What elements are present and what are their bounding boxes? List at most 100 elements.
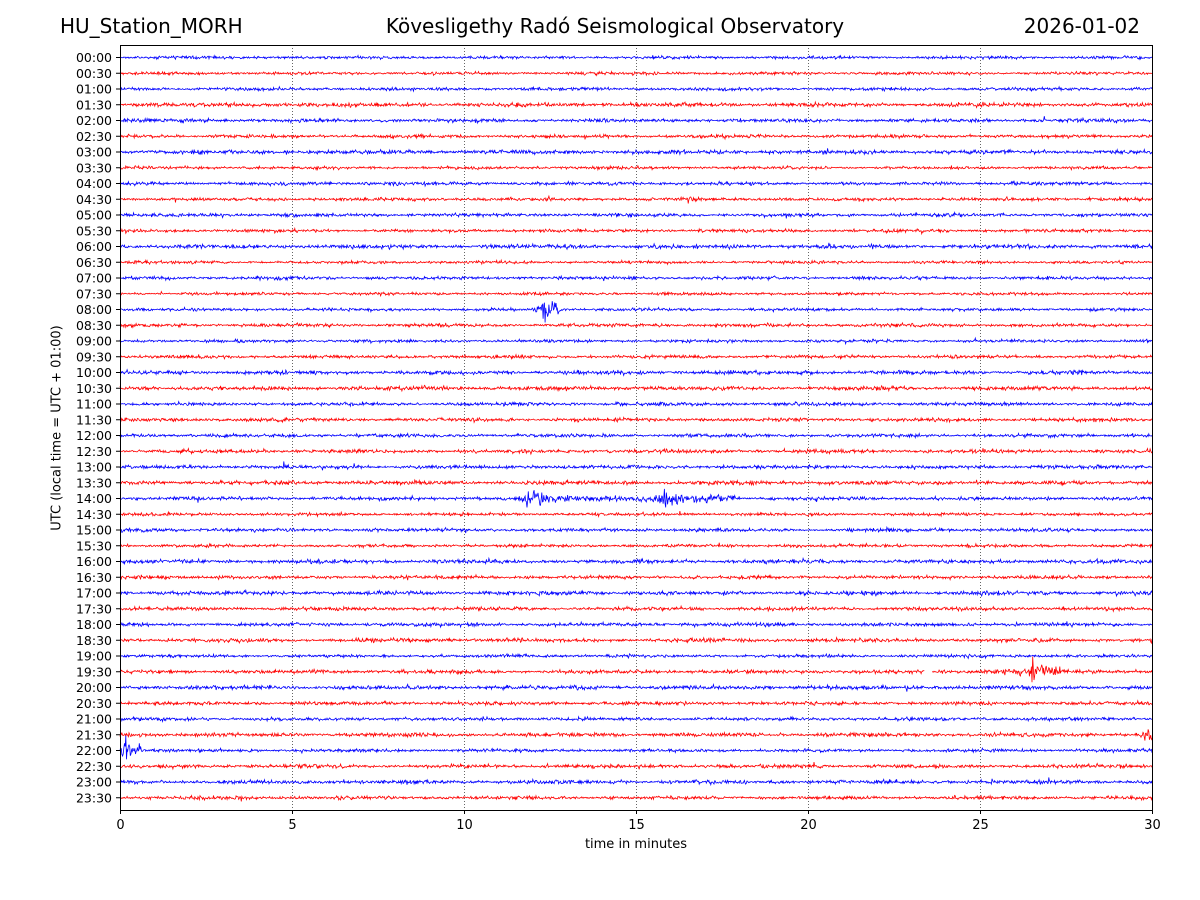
- trace-0100: [119, 85, 1153, 93]
- trace-1000: [119, 368, 1153, 377]
- trace-0830: [119, 321, 1153, 329]
- x-tick-label: 10: [456, 818, 473, 833]
- x-axis-label: time in minutes: [584, 837, 688, 852]
- trace-0600: [119, 242, 1153, 251]
- trace-0930: [119, 353, 1153, 361]
- y-tick-label: 02:00: [76, 113, 112, 128]
- trace-2030: [119, 699, 1153, 707]
- y-tick-label: 12:30: [76, 444, 112, 459]
- y-tick-label: 20:30: [76, 696, 112, 711]
- trace-1800: [119, 620, 1153, 629]
- y-tick-label: 06:30: [76, 255, 112, 270]
- y-tick-label: 13:00: [76, 460, 112, 475]
- y-axis-ticks: 00:0000:3001:0001:3002:0002:3003:0003:30…: [76, 50, 120, 805]
- y-tick-label: 16:30: [76, 570, 112, 585]
- trace-0730: [120, 290, 1153, 298]
- y-tick-label: 01:30: [76, 97, 112, 112]
- y-tick-label: 03:00: [76, 145, 112, 160]
- y-tick-label: 13:30: [76, 475, 112, 490]
- y-tick-label: 04:30: [76, 192, 112, 207]
- trace-0530: [119, 226, 1153, 236]
- y-tick-label: 01:00: [76, 82, 112, 97]
- trace-0000: [119, 54, 1153, 61]
- trace-1530: [119, 542, 1153, 550]
- trace-1100: [119, 400, 1153, 408]
- trace-1330: [119, 478, 1153, 487]
- plot-frame: [120, 45, 1153, 811]
- plot-date: 2026-01-02: [1023, 14, 1140, 38]
- y-tick-label: 23:00: [76, 775, 112, 790]
- trace-0900: [119, 336, 1153, 346]
- y-tick-label: 16:00: [76, 554, 112, 569]
- trace-1730: [119, 604, 1153, 613]
- y-tick-label: 14:30: [76, 507, 112, 522]
- x-tick-label: 15: [628, 818, 645, 833]
- x-tick-label: 20: [800, 818, 817, 833]
- y-tick-label: 21:00: [76, 712, 112, 727]
- x-tick-label: 25: [972, 818, 989, 833]
- y-tick-label: 00:00: [76, 50, 112, 65]
- trace-1130: [119, 416, 1153, 424]
- y-tick-label: 00:30: [76, 66, 112, 81]
- y-tick-label: 08:00: [76, 302, 112, 317]
- y-tick-label: 15:00: [76, 523, 112, 538]
- trace-2330: [120, 794, 1153, 802]
- trace-1200: [119, 432, 1153, 440]
- trace-1830: [119, 636, 1153, 645]
- trace-0700: [119, 274, 1153, 282]
- trace-1230: [119, 447, 1153, 456]
- y-tick-label: 19:30: [76, 664, 112, 679]
- trace-2230: [119, 762, 1153, 771]
- trace-2000: [120, 683, 1153, 692]
- y-tick-label: 14:00: [76, 491, 112, 506]
- seismic-traces: [119, 54, 1153, 802]
- x-tick-label: 30: [1144, 818, 1161, 833]
- trace-1700: [119, 588, 1153, 598]
- trace-0200: [119, 116, 1153, 125]
- y-tick-label: 20:00: [76, 680, 112, 695]
- trace-1300: [119, 461, 1153, 471]
- y-tick-label: 07:30: [76, 286, 112, 301]
- y-tick-label: 11:30: [76, 412, 112, 427]
- trace-0330: [119, 164, 1153, 172]
- trace-0130: [119, 100, 1153, 109]
- y-tick-label: 17:00: [76, 586, 112, 601]
- x-tick-label: 5: [288, 818, 296, 833]
- y-tick-label: 03:30: [76, 160, 112, 175]
- station-name: HU_Station_MORH: [60, 14, 243, 38]
- y-tick-label: 02:30: [76, 129, 112, 144]
- x-axis-ticks: 0 5 10 15 20 25 30: [116, 810, 1161, 833]
- trace-0630: [119, 258, 1153, 266]
- y-tick-label: 04:00: [76, 176, 112, 191]
- trace-1600: [119, 556, 1153, 566]
- y-tick-label: 22:30: [76, 759, 112, 774]
- y-tick-label: 07:00: [76, 271, 112, 286]
- y-tick-label: 09:30: [76, 349, 112, 364]
- y-tick-label: 06:00: [76, 239, 112, 254]
- y-tick-label: 23:30: [76, 790, 112, 805]
- trace-1500: [119, 525, 1153, 534]
- y-tick-label: 15:30: [76, 538, 112, 553]
- y-tick-label: 21:30: [76, 727, 112, 742]
- trace-2100: [119, 715, 1152, 724]
- y-tick-label: 19:00: [76, 649, 112, 664]
- y-tick-label: 09:00: [76, 334, 112, 349]
- trace-0430: [119, 194, 1153, 204]
- trace-0300: [119, 148, 1153, 156]
- trace-2300: [119, 777, 1153, 787]
- y-tick-label: 10:00: [76, 365, 112, 380]
- trace-2200: [119, 735, 1153, 760]
- y-tick-label: 05:30: [76, 223, 112, 238]
- trace-1900: [119, 652, 1153, 660]
- x-tick-label: 0: [116, 818, 124, 833]
- y-tick-label: 11:00: [76, 397, 112, 412]
- trace-1630: [119, 573, 1153, 581]
- y-tick-label: 18:00: [76, 617, 112, 632]
- trace-0230: [119, 132, 1153, 141]
- y-tick-label: 08:30: [76, 318, 112, 333]
- trace-1430: [119, 510, 1153, 518]
- y-tick-label: 05:00: [76, 208, 112, 223]
- trace-1930: [119, 656, 1153, 683]
- y-tick-label: 17:30: [76, 601, 112, 616]
